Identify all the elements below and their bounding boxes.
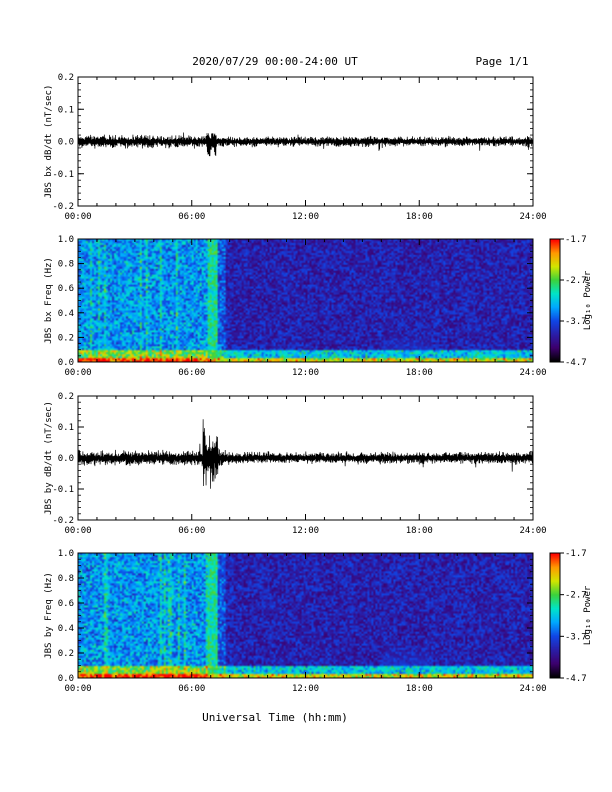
- y-tick-label: 0.0: [58, 454, 74, 464]
- colorbar-label: Log₁₀ Power: [583, 270, 593, 330]
- x-tick-label: 18:00: [406, 212, 433, 222]
- x-tick-label: 12:00: [292, 212, 319, 222]
- colorbar-tick-label: -1.7: [565, 549, 587, 559]
- x-tick-label: 24:00: [519, 368, 546, 378]
- x-tick-label: 18:00: [406, 526, 433, 536]
- colorbar-tick-label: -2.7: [565, 591, 587, 601]
- y-tick-label: 0.1: [58, 423, 74, 433]
- dbdt-trace: [77, 132, 534, 157]
- colorbar-tick-label: -4.7: [565, 674, 587, 684]
- dbdt-trace: [77, 419, 534, 489]
- x-axis-label: Universal Time (hh:mm): [202, 711, 348, 724]
- x-tick-label: 00:00: [64, 212, 91, 222]
- spectrogram-image: [78, 553, 533, 678]
- y-tick-label: 0.0: [58, 358, 74, 368]
- y-tick-label: -0.2: [52, 202, 74, 212]
- y-axis-label: JBS by Freq (Hz): [44, 572, 54, 659]
- panel-1: 0.2 0.1 0.0 -0.1 -0.2 JBS bx dB/dt (nT/sec) 00…: [44, 73, 547, 222]
- page-number: Page 1/1: [476, 55, 529, 68]
- x-tick-label: 12:00: [292, 526, 319, 536]
- y-tick-label: -0.1: [52, 170, 74, 180]
- y-tick-label: 0.6: [58, 284, 74, 294]
- x-tick-label: 12:00: [292, 684, 319, 694]
- y-tick-label: 0.2: [58, 392, 74, 402]
- x-tick-label: 00:00: [64, 526, 91, 536]
- x-tick-label: 24:00: [519, 212, 546, 222]
- y-tick-label: -0.2: [52, 516, 74, 526]
- y-tick-label: 0.4: [58, 624, 74, 634]
- x-tick-label: 06:00: [178, 368, 205, 378]
- x-tick-label: 06:00: [178, 684, 205, 694]
- y-tick-label: 0.2: [58, 649, 74, 659]
- y-tick-label: 0.2: [58, 73, 74, 83]
- colorbar-tick-label: -4.7: [565, 358, 587, 368]
- colorbar-label: Log₁₀ Power: [583, 585, 593, 645]
- x-tick-label: 24:00: [519, 684, 546, 694]
- x-tick-label: 00:00: [64, 368, 91, 378]
- colorbar-frame: [549, 238, 561, 363]
- colorbar-tick-label: -3.7: [565, 632, 587, 642]
- y-axis-label: JBS bx Freq (Hz): [44, 257, 54, 344]
- y-axis-label: JBS by dB/dt (nT/sec): [44, 401, 54, 515]
- y-axis-label: JBS bx dB/dt (nT/sec): [44, 85, 54, 199]
- x-tick-label: 24:00: [519, 526, 546, 536]
- y-tick-label: 0.0: [58, 138, 74, 148]
- y-tick-label: 1.0: [58, 235, 74, 245]
- y-tick-label: -0.1: [52, 485, 74, 495]
- colorbar: [550, 553, 560, 678]
- y-tick-label: 0.8: [58, 574, 74, 584]
- y-tick-label: 0.1: [58, 105, 74, 115]
- x-tick-label: 18:00: [406, 684, 433, 694]
- colorbar: [550, 239, 560, 362]
- x-tick-label: 00:00: [64, 684, 91, 694]
- panel-2: -1.7 -2.7 -3.7 -4.7 Log₁₀ Power 1.0 0.8 0.6 0.4 0…: [44, 235, 593, 378]
- colorbar-tick-label: -1.7: [565, 235, 587, 245]
- x-tick-label: 06:00: [178, 212, 205, 222]
- x-tick-label: 12:00: [292, 368, 319, 378]
- colorbar-frame: [549, 552, 561, 679]
- y-tick-label: 0.6: [58, 599, 74, 609]
- colorbar-tick-label: -3.7: [565, 317, 587, 327]
- figure-title: 2020/07/29 00:00-24:00 UT: [192, 55, 358, 68]
- panel-4: -1.7 -2.7 -3.7 -4.7 Log₁₀ Power 1.0 0.8 0.6 0.4 0…: [44, 549, 593, 694]
- x-tick-label: 06:00: [178, 526, 205, 536]
- x-tick-label: 18:00: [406, 368, 433, 378]
- y-tick-label: 0.2: [58, 333, 74, 343]
- spectrogram-image: [78, 239, 533, 362]
- colorbar-tick-label: -2.7: [565, 276, 587, 286]
- y-tick-label: 0.0: [58, 674, 74, 684]
- y-tick-label: 0.8: [58, 260, 74, 270]
- y-tick-label: 0.4: [58, 309, 74, 319]
- panels-group: 0.2 0.1 0.0 -0.1 -0.2 JBS bx dB/dt (nT/sec) 00…: [44, 73, 593, 694]
- y-tick-label: 1.0: [58, 549, 74, 559]
